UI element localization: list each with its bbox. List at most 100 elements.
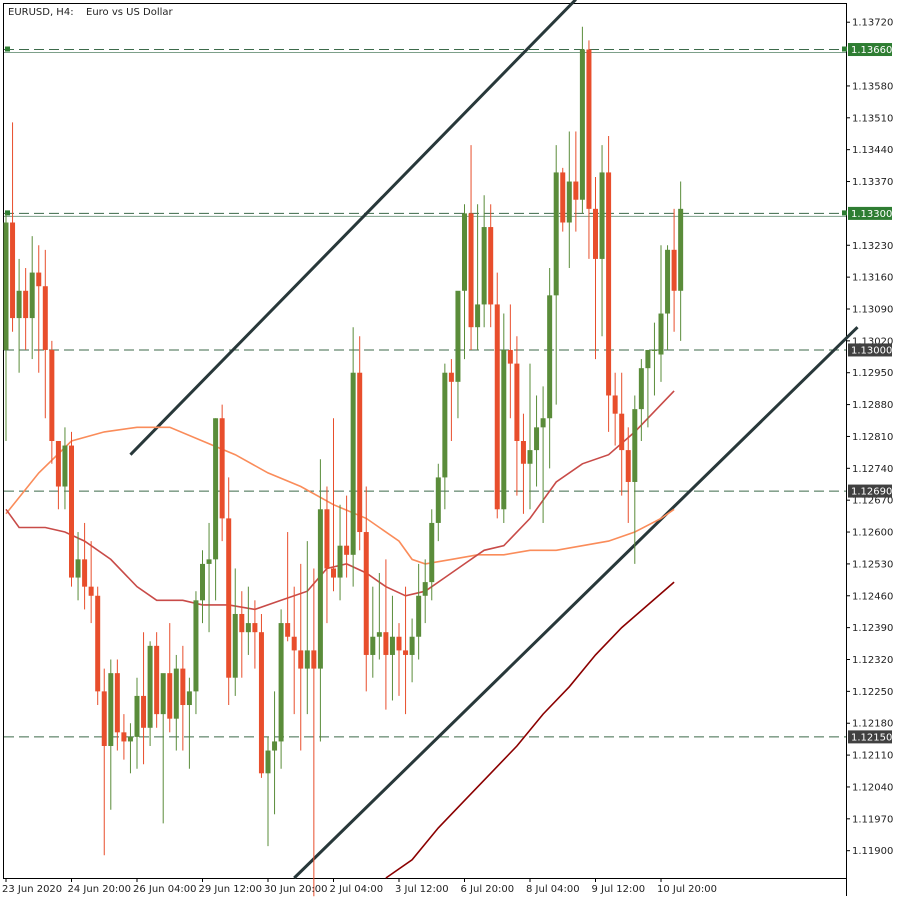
candle-body xyxy=(95,595,101,692)
moving-average-line xyxy=(5,426,675,565)
candle-body xyxy=(298,650,304,669)
candle-body xyxy=(422,582,428,596)
candle-body xyxy=(573,181,579,200)
candle-body xyxy=(245,623,251,633)
candle-body xyxy=(632,409,638,482)
candle-body xyxy=(560,172,566,223)
chart-header-symbol: EURUSD, H4: xyxy=(8,7,74,18)
candle-body xyxy=(141,695,147,728)
candle-body xyxy=(638,368,644,410)
candle-body xyxy=(383,632,389,655)
price-axis-label: 1.13370 xyxy=(852,177,893,188)
candle-body xyxy=(272,741,278,751)
candle-body xyxy=(55,441,61,487)
candle-body xyxy=(23,290,29,319)
candle-body xyxy=(114,673,120,733)
candle-body xyxy=(186,691,192,706)
chart-header-description: Euro vs US Dollar xyxy=(86,7,174,18)
candle-body xyxy=(455,290,461,382)
channel-trendline xyxy=(293,326,859,880)
candle-body xyxy=(593,208,598,259)
price-axis-label: 1.13230 xyxy=(852,241,893,252)
price-axis-label: 1.12950 xyxy=(852,368,893,379)
price-tag-label: 1.12150 xyxy=(851,732,892,743)
candle-body xyxy=(389,636,395,655)
candle-body xyxy=(10,222,16,319)
candle-body xyxy=(429,522,435,583)
candle-body xyxy=(337,545,343,578)
candle-body xyxy=(206,559,212,564)
price-axis-label: 1.12180 xyxy=(852,719,893,730)
candle-body xyxy=(586,49,592,209)
candle-body xyxy=(520,441,526,464)
time-axis-label: 23 Jun 2020 xyxy=(2,884,62,895)
time-axis-label: 6 Jul 20:00 xyxy=(461,884,515,895)
candle-body xyxy=(127,736,133,742)
candle-body xyxy=(363,532,369,655)
candle-body xyxy=(232,613,238,678)
candle-body xyxy=(625,450,631,482)
time-axis-label: 2 Jul 04:00 xyxy=(330,884,384,895)
candle-body xyxy=(448,372,454,382)
time-axis-label: 9 Jul 12:00 xyxy=(592,884,646,895)
candle-body xyxy=(219,418,225,519)
candle-body xyxy=(285,623,291,637)
candle-body xyxy=(226,518,232,678)
channel-trendline xyxy=(129,0,577,456)
price-axis-label: 1.13440 xyxy=(852,145,893,156)
price-axis-label: 1.12250 xyxy=(852,687,893,698)
candle-body xyxy=(42,286,48,350)
price-axis-label: 1.11900 xyxy=(852,846,893,857)
price-axis-label: 1.12880 xyxy=(852,400,893,411)
candle-body xyxy=(49,349,55,441)
price-axis-label: 1.12600 xyxy=(852,528,893,539)
price-tag xyxy=(848,730,892,744)
price-axis-label: 1.13510 xyxy=(852,113,893,124)
time-axis-label: 24 Jun 20:00 xyxy=(68,884,132,895)
candle-body xyxy=(258,632,264,774)
candle-body xyxy=(350,372,356,555)
candle-body xyxy=(527,450,533,464)
candle-body xyxy=(147,645,153,728)
candle-body xyxy=(606,172,612,396)
price-tag xyxy=(848,484,892,498)
candle-body xyxy=(442,372,448,478)
time-axis-label: 30 Jun 20:00 xyxy=(264,884,328,895)
time-axis-label: 29 Jun 12:00 xyxy=(199,884,263,895)
price-tag xyxy=(848,43,892,57)
price-axis-label: 1.13580 xyxy=(852,81,893,92)
price-tag-label: 1.12690 xyxy=(851,487,892,498)
price-tag xyxy=(848,206,892,220)
price-axis-label: 1.12740 xyxy=(852,464,893,475)
candle-body xyxy=(665,249,671,314)
time-axis-label: 3 Jul 12:00 xyxy=(395,884,449,895)
candle-body xyxy=(62,445,68,487)
candle-body xyxy=(612,395,618,414)
candle-body xyxy=(82,559,88,587)
candle-body xyxy=(180,668,186,706)
candle-body xyxy=(108,673,114,746)
candle-body xyxy=(534,427,540,451)
candle-body xyxy=(304,650,310,669)
candle-body xyxy=(239,613,245,633)
candle-body xyxy=(29,272,35,319)
candle-body xyxy=(121,732,127,742)
price-axis-label: 1.13160 xyxy=(852,273,893,284)
candle-body xyxy=(173,668,179,719)
price-tag-label: 1.13300 xyxy=(851,209,892,220)
price-axis-label: 1.11970 xyxy=(852,814,893,825)
candle-body xyxy=(403,650,409,655)
candle-body xyxy=(547,295,553,419)
candle-body xyxy=(16,290,22,319)
candle-body xyxy=(291,636,297,651)
candle-body xyxy=(566,181,572,223)
candle-body xyxy=(514,363,520,441)
candle-body xyxy=(324,509,330,569)
price-axis-label: 1.13720 xyxy=(852,18,893,29)
candle-body xyxy=(69,445,74,578)
candle-body xyxy=(579,49,585,200)
candle-body xyxy=(75,559,81,578)
moving-average-line xyxy=(385,581,675,879)
